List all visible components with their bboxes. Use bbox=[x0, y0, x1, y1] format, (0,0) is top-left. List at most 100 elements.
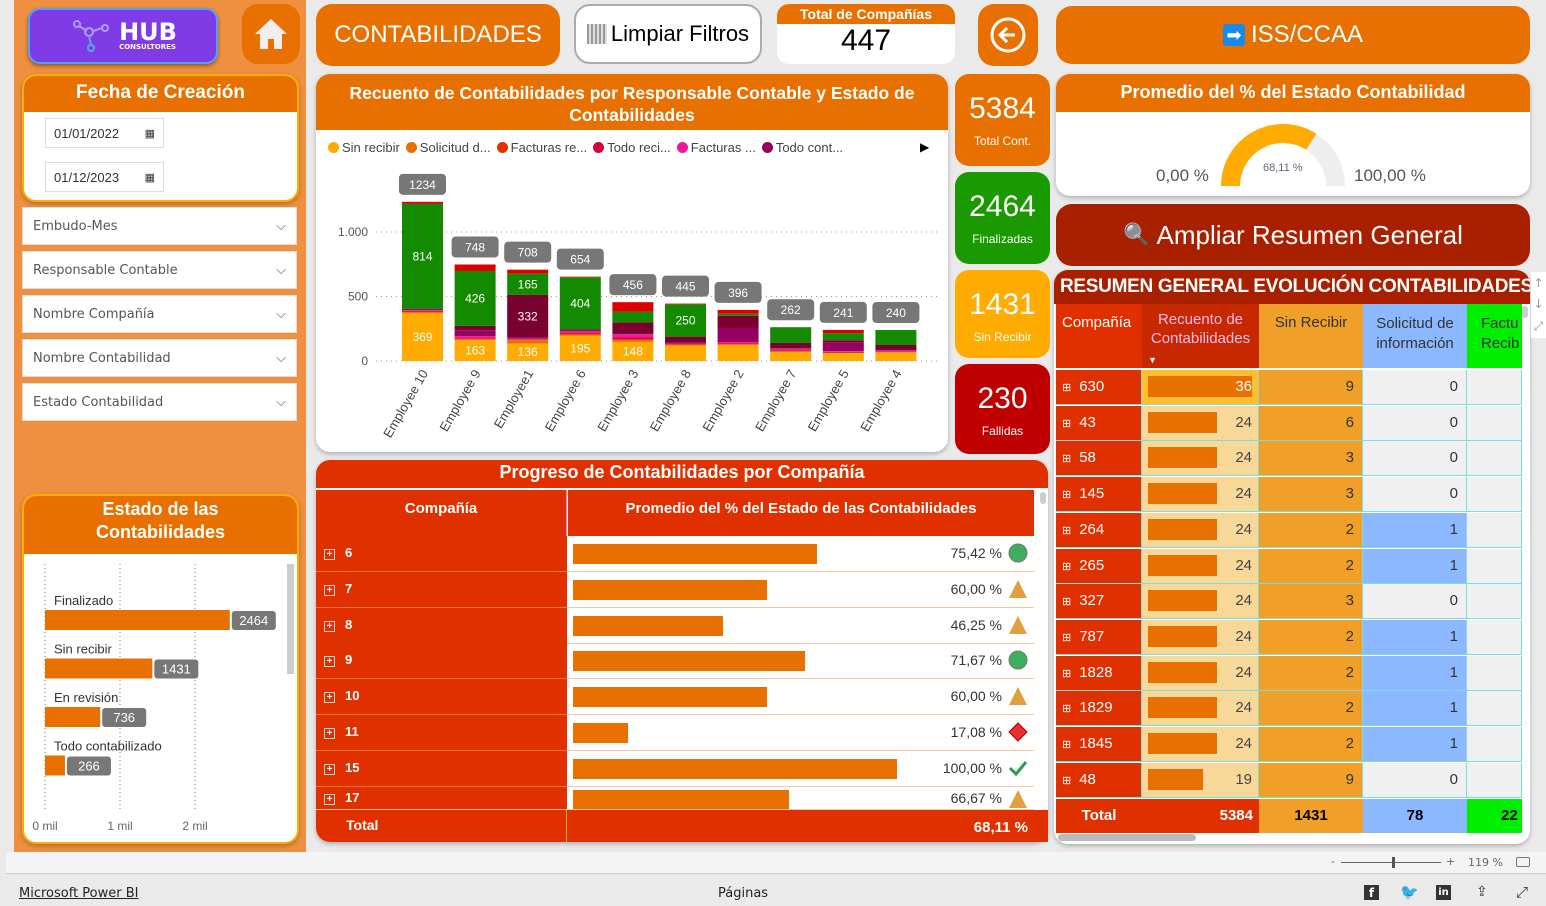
bar-segment[interactable] bbox=[822, 351, 864, 353]
progress-row[interactable]: +7 60,00 % bbox=[316, 571, 1034, 608]
home-button[interactable] bbox=[242, 4, 300, 64]
bar-segment[interactable] bbox=[770, 342, 812, 349]
bar[interactable] bbox=[45, 707, 101, 727]
bar-segment[interactable] bbox=[507, 338, 549, 340]
expand-icon[interactable]: ⊞ bbox=[1062, 631, 1072, 644]
bar-segment[interactable] bbox=[402, 310, 443, 311]
fullscreen-icon[interactable]: ⤢ bbox=[1516, 883, 1529, 901]
slicer-estado[interactable]: Estado Contabilidad ⌵ bbox=[22, 383, 297, 421]
bar-segment[interactable] bbox=[665, 303, 706, 305]
bar-segment[interactable] bbox=[822, 329, 864, 334]
horizontal-scrollbar[interactable] bbox=[1058, 834, 1196, 841]
bar-segment[interactable] bbox=[875, 350, 917, 352]
expand-icon[interactable]: ⊞ bbox=[1062, 489, 1072, 502]
expand-icon[interactable]: + bbox=[324, 549, 335, 560]
bar-segment[interactable] bbox=[559, 329, 601, 331]
calendar-icon[interactable]: ▦ bbox=[144, 171, 155, 184]
fit-page-icon[interactable] bbox=[1516, 857, 1530, 867]
bar-segment[interactable] bbox=[612, 341, 654, 361]
scrollbar[interactable] bbox=[287, 564, 294, 674]
powerbi-link[interactable]: Microsoft Power BI bbox=[19, 886, 139, 901]
expand-icon[interactable]: ⊞ bbox=[1062, 524, 1072, 537]
bar-segment[interactable] bbox=[402, 310, 443, 312]
bar[interactable] bbox=[45, 755, 65, 776]
bar-segment[interactable] bbox=[665, 345, 706, 361]
focus-mode-icon[interactable]: ⤢ bbox=[1533, 319, 1544, 334]
col-header-count[interactable]: Recuento de Contabilidades bbox=[1142, 304, 1259, 368]
bar-segment[interactable] bbox=[454, 336, 496, 339]
bar-segment[interactable] bbox=[665, 343, 706, 345]
bar-segment[interactable] bbox=[770, 350, 812, 351]
bar-segment[interactable] bbox=[507, 269, 549, 274]
bar-segment[interactable] bbox=[665, 336, 706, 343]
summary-row[interactable]: ⊞ 630 36 9 0 bbox=[1056, 370, 1522, 406]
hub-logo[interactable]: HUB CONSULTORES bbox=[28, 8, 218, 64]
bar-segment[interactable] bbox=[454, 264, 496, 271]
progress-row[interactable]: +15 100,00 % bbox=[316, 750, 1034, 787]
expand-icon[interactable]: ⊞ bbox=[1062, 417, 1072, 430]
bar-segment[interactable] bbox=[612, 334, 654, 338]
expand-icon[interactable]: ⊞ bbox=[1062, 703, 1072, 716]
bar-segment[interactable] bbox=[717, 315, 759, 328]
twitter-icon[interactable]: 🐦 bbox=[1400, 883, 1419, 901]
bar-segment[interactable] bbox=[612, 339, 654, 342]
summary-row[interactable]: ⊞ 1829 24 2 1 bbox=[1056, 691, 1522, 727]
bar-segment[interactable] bbox=[402, 201, 443, 204]
bar-segment[interactable] bbox=[507, 343, 549, 361]
expand-icon[interactable]: ⊞ bbox=[1062, 774, 1072, 787]
slicer-responsable[interactable]: Responsable Contable ⌵ bbox=[22, 251, 297, 289]
bar-segment[interactable] bbox=[612, 302, 654, 312]
slicer-compania[interactable]: Nombre Compañía ⌵ bbox=[22, 295, 297, 333]
bar-segment[interactable] bbox=[875, 330, 917, 346]
bar-segment[interactable] bbox=[822, 340, 864, 343]
expand-icon[interactable]: ⊞ bbox=[1062, 382, 1072, 394]
zoom-in-button[interactable]: + bbox=[1446, 855, 1456, 868]
legend-item[interactable]: Todo cont... bbox=[761, 140, 843, 155]
bar-segment[interactable] bbox=[402, 203, 443, 309]
bar-segment[interactable] bbox=[875, 352, 917, 361]
share-icon[interactable]: ⇪ bbox=[1476, 884, 1488, 900]
legend-item[interactable]: Todo reci... bbox=[593, 140, 671, 155]
bar-segment[interactable] bbox=[402, 312, 443, 314]
bar-segment[interactable] bbox=[454, 270, 496, 326]
date-from-input[interactable]: 01/01/2022 ▦ bbox=[45, 118, 164, 148]
bar-segment[interactable] bbox=[770, 350, 812, 352]
bar-segment[interactable] bbox=[402, 311, 443, 313]
summary-row[interactable]: ⊞ 58 24 3 0 bbox=[1056, 441, 1522, 477]
bar-segment[interactable] bbox=[402, 308, 443, 311]
bar-segment[interactable] bbox=[612, 333, 654, 335]
progress-header-pct[interactable]: Promedio del % del Estado de las Contabi… bbox=[568, 490, 1034, 536]
bar-segment[interactable] bbox=[454, 330, 496, 337]
legend-item[interactable]: Sin recibir bbox=[328, 140, 400, 155]
expand-icon[interactable]: + bbox=[324, 692, 335, 704]
bar-segment[interactable] bbox=[454, 339, 496, 361]
bar-segment[interactable] bbox=[507, 340, 549, 344]
summary-row[interactable]: ⊞ 265 24 2 1 bbox=[1056, 548, 1522, 585]
bar-segment[interactable] bbox=[717, 342, 759, 344]
bar-segment[interactable] bbox=[717, 344, 759, 361]
progress-row[interactable]: +11 17,08 % bbox=[316, 715, 1034, 751]
expand-icon[interactable]: + bbox=[324, 763, 335, 775]
progress-row[interactable]: +9 71,67 % bbox=[316, 643, 1034, 680]
col-header-sin-recibir[interactable]: Sin Recibir bbox=[1259, 304, 1363, 368]
bar-segment[interactable] bbox=[454, 339, 496, 340]
bar-segment[interactable] bbox=[454, 338, 496, 339]
vertical-scrollbar[interactable] bbox=[1522, 306, 1528, 318]
zoom-slider-thumb[interactable] bbox=[1392, 857, 1395, 868]
bar-segment[interactable] bbox=[717, 309, 759, 314]
bar-segment[interactable] bbox=[665, 344, 706, 346]
bar-segment[interactable] bbox=[612, 339, 654, 340]
summary-row[interactable]: ⊞ 787 24 2 1 bbox=[1056, 619, 1522, 656]
bar[interactable] bbox=[45, 658, 153, 679]
bar-segment[interactable] bbox=[717, 343, 759, 345]
bar-segment[interactable] bbox=[822, 333, 864, 341]
back-button[interactable] bbox=[978, 4, 1038, 66]
expand-icon[interactable]: ⊞ bbox=[1062, 596, 1072, 609]
legend-next-icon[interactable]: ▶ bbox=[920, 140, 930, 154]
sort-up-icon[interactable]: ↑ bbox=[1533, 275, 1544, 290]
expand-icon[interactable]: ⊞ bbox=[1062, 739, 1072, 751]
bar-segment[interactable] bbox=[559, 332, 601, 334]
summary-row[interactable]: ⊞ 145 24 3 0 bbox=[1056, 477, 1522, 513]
expand-icon[interactable]: + bbox=[324, 620, 335, 632]
col-header-company[interactable]: Compañía bbox=[1056, 304, 1142, 368]
